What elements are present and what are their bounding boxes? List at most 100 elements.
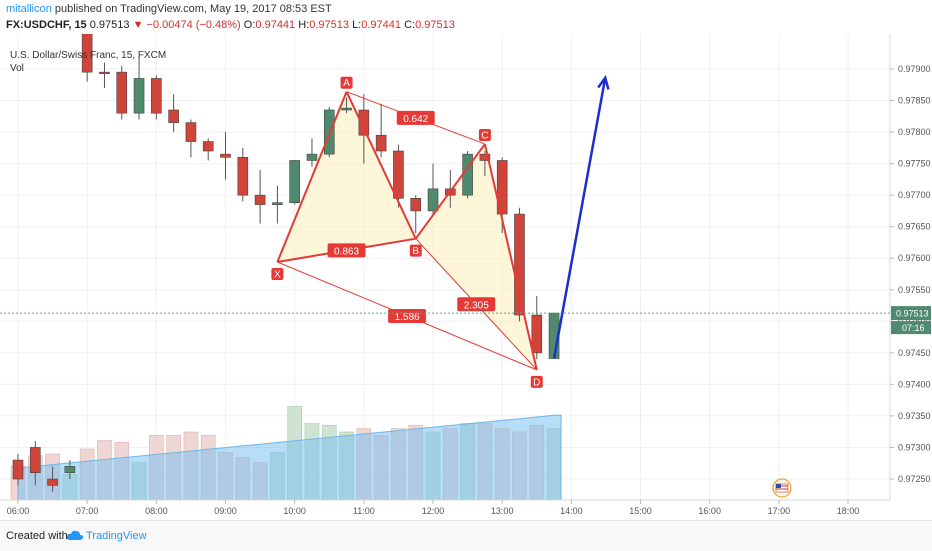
pattern-point-label: X	[274, 270, 281, 281]
candle-body[interactable]	[133, 78, 145, 114]
candle-body[interactable]	[375, 134, 387, 152]
candle-body[interactable]	[116, 71, 128, 114]
time-tick-label: 09:00	[214, 506, 237, 516]
author-link[interactable]: mitallicon	[6, 3, 52, 15]
time-tick-label: 10:00	[283, 506, 306, 516]
us-flag-icon[interactable]	[772, 478, 792, 498]
candle-body[interactable]	[272, 202, 283, 205]
ratio-label-box	[388, 308, 427, 323]
price-tick-label: 0.97700	[898, 190, 931, 200]
ratio-label: 0.863	[334, 246, 359, 257]
ratio-label: 0.642	[403, 114, 428, 125]
leg-cd[interactable]	[483, 143, 538, 371]
time-tick-label: 07:00	[76, 506, 99, 516]
ratio-label-box	[457, 297, 496, 312]
candle-body[interactable]	[514, 213, 525, 316]
price-tick-label: 0.97850	[898, 96, 931, 106]
pattern-point-marker	[340, 76, 353, 89]
countdown-box	[891, 321, 931, 335]
price-tick-label: 0.97800	[898, 127, 931, 137]
change-arrow-icon: ▼	[132, 19, 144, 31]
candle-body[interactable]	[168, 109, 179, 123]
pattern-point-marker	[530, 375, 543, 388]
publish-info: published on TradingView.com, May 19, 20…	[54, 3, 332, 15]
candle-body[interactable]	[427, 188, 439, 212]
candle-body[interactable]	[29, 447, 41, 473]
price-change: −0.00474 (−0.48%)	[146, 19, 241, 31]
pattern-triangle-bcd	[415, 144, 537, 370]
candle-body[interactable]	[289, 160, 300, 204]
time-axis[interactable]: 06:00 07:00 08:00 09:00 10:00 11:00 12:00 13:00…	[7, 500, 860, 516]
candle-body[interactable]	[393, 150, 404, 199]
candle-body[interactable]	[358, 109, 370, 136]
time-tick-label: 08:00	[145, 506, 168, 516]
candle-body[interactable]	[202, 141, 214, 152]
arrow-head-icon	[597, 75, 610, 90]
candle-body[interactable]	[341, 107, 352, 111]
open-label: O:	[243, 19, 256, 31]
price-tick-label: 0.97450	[898, 348, 931, 358]
ratio-label-box	[327, 243, 366, 258]
ratio-label-box	[396, 110, 435, 125]
candle-body[interactable]	[220, 153, 231, 158]
current-price-label: 0.97513	[896, 309, 929, 319]
time-tick-label: 12:00	[422, 506, 445, 516]
last-price: 0.97513	[89, 19, 130, 31]
price-tick-label: 0.97600	[898, 253, 931, 263]
candle-body[interactable]	[531, 314, 543, 354]
time-tick-label: 18:00	[837, 506, 860, 516]
price-tick-label: 0.97250	[898, 474, 931, 484]
projection-arrow[interactable]	[552, 75, 610, 359]
price-tick-label: 0.97650	[898, 222, 931, 232]
low-value: 0.97441	[361, 19, 402, 31]
candle-body[interactable]	[254, 194, 266, 205]
leg-bc[interactable]	[414, 143, 486, 240]
candle-body[interactable]	[12, 459, 24, 480]
pattern-point-label: C	[481, 131, 488, 142]
open-value: 0.97441	[255, 19, 296, 31]
pattern-point-label: A	[343, 78, 350, 89]
candle-body[interactable]	[151, 78, 162, 114]
price-tick-label: 0.97400	[898, 379, 931, 389]
candle-body[interactable]	[185, 122, 197, 142]
projection-line[interactable]	[552, 77, 607, 359]
pattern-point-marker	[478, 129, 491, 142]
time-tick-label: 13:00	[491, 506, 514, 516]
candle-body[interactable]	[64, 466, 76, 473]
symbol-name[interactable]: FX:USDCHF, 15	[6, 19, 87, 31]
time-tick-label: 14:00	[560, 506, 583, 516]
candle-body[interactable]	[479, 153, 491, 161]
pattern-point-label: D	[533, 377, 540, 388]
candle-body[interactable]	[462, 153, 473, 196]
tradingview-link[interactable]: TradingView	[86, 530, 147, 542]
pattern-fill	[277, 91, 537, 370]
price-chart[interactable]: X A B C D 0.642 0.863 2.305 1.586 0.97900 0.97850…	[0, 34, 932, 520]
chart-legend-title: U.S. Dollar/Swiss Franc, 15, FXCM	[10, 50, 166, 61]
candle-body[interactable]	[496, 160, 508, 215]
candle-body[interactable]	[306, 153, 318, 161]
candle-body[interactable]	[99, 71, 110, 74]
created-with-label: Created with	[6, 530, 68, 542]
candle-body[interactable]	[410, 198, 422, 212]
leg-xa[interactable]	[276, 91, 348, 263]
tradingview-cloud-icon[interactable]	[66, 528, 84, 542]
price-tick-label: 0.97550	[898, 285, 931, 295]
leg-ab[interactable]	[345, 91, 417, 240]
time-tick-label: 17:00	[768, 506, 791, 516]
close-label: C:	[404, 19, 416, 31]
pattern-point-label: B	[412, 246, 419, 257]
price-tick-label: 0.97750	[898, 159, 931, 169]
candle-body[interactable]	[47, 478, 58, 486]
pattern-point-marker	[409, 244, 422, 257]
low-label: L:	[352, 19, 362, 31]
time-tick-label: 06:00	[7, 506, 30, 516]
symbol-line: FX:USDCHF, 15 0.97513 ▼ −0.00474 (−0.48%…	[6, 19, 455, 31]
countdown-label: 07:16	[902, 323, 925, 333]
ratio-label: 1.586	[395, 312, 420, 323]
publisher-line: mitallicon published on TradingView.com,…	[6, 3, 332, 15]
volume-legend: Vol	[10, 63, 24, 74]
candle-body[interactable]	[237, 157, 249, 196]
candle-body[interactable]	[81, 34, 93, 73]
price-tick-label: 0.97900	[898, 64, 931, 74]
price-tick-label: 0.97300	[898, 442, 931, 452]
